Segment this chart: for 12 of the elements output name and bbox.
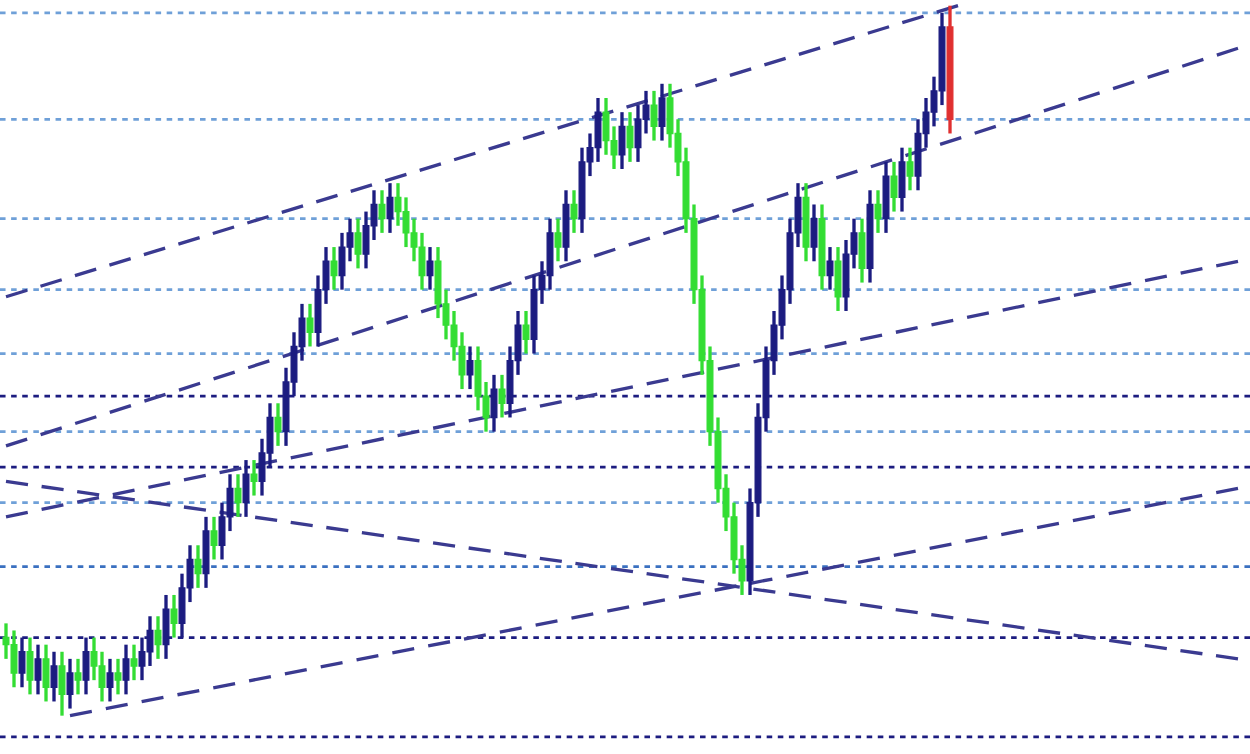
candlestick — [498, 373, 506, 420]
candlestick — [522, 309, 530, 356]
candlestick — [114, 657, 122, 697]
candlestick — [554, 217, 562, 263]
candlestick — [130, 642, 138, 682]
candlestick — [170, 593, 178, 640]
candlestick — [906, 146, 914, 192]
candlestick — [306, 302, 314, 349]
candlestick — [106, 657, 114, 704]
candlestick — [466, 344, 474, 391]
candlestick — [210, 515, 218, 562]
candlestick — [74, 657, 82, 697]
